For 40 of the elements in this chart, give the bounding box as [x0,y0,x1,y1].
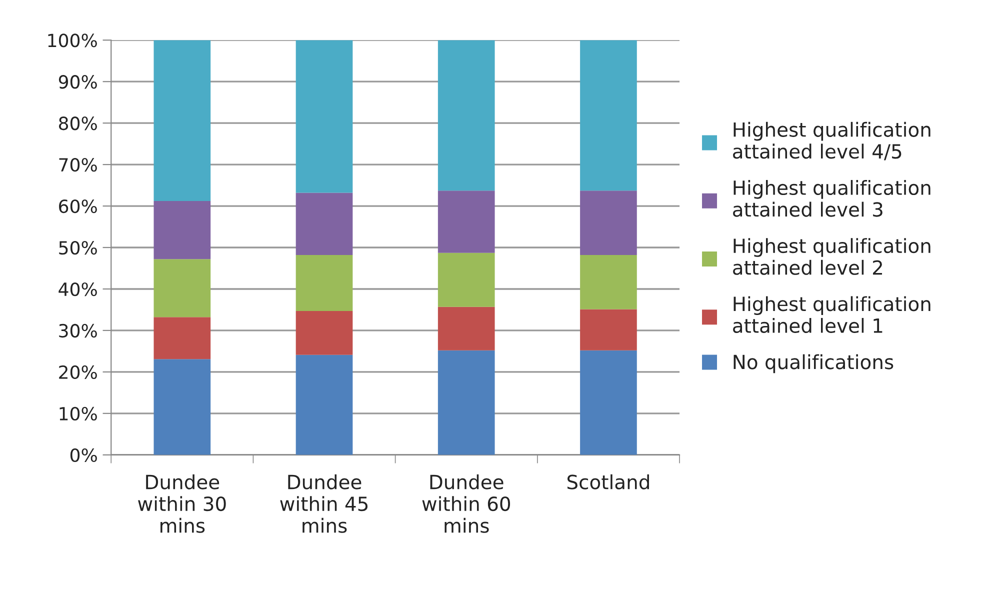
legend-label: Highest qualification attained level 4/5 [733,122,930,160]
bar [154,201,211,260]
y-tick-label: 80% [59,116,97,130]
bar [154,259,211,318]
bar [154,317,211,360]
y-tick-label: 50% [59,240,97,255]
bar [154,359,211,455]
bar [296,40,353,193]
y-tick-label: 20% [59,365,97,380]
legend-label: Highest qualification attained level 3 [733,180,930,217]
legend-label: No qualifications [734,354,894,374]
y-tick-label: 100% [48,34,97,48]
y-tick-label: 30% [59,324,97,338]
y-tick-label: 70% [59,158,97,172]
bar [296,310,353,355]
bar [296,192,353,255]
bar [296,354,353,455]
x-tick-label: Scotland [567,474,649,490]
bar [580,350,637,455]
y-tick-label: 60% [59,199,97,214]
bar [154,40,211,202]
y-tick-label: 90% [58,75,97,89]
bar [438,252,495,307]
bar [438,350,495,455]
bar [580,309,637,350]
bar [438,190,495,253]
x-tick-label: Dundee within 30 mins [138,474,226,533]
y-tick-label: 40% [58,282,97,296]
x-tick-label: Dundee within 60 mins [422,474,510,533]
legend-label: Highest qualification attained level 1 [733,296,930,334]
bar [580,254,637,310]
bar [296,254,353,311]
x-tick-label: Dundee within 45 mins [280,474,368,533]
y-tick-label: 0% [70,448,97,462]
legend-label: Highest qualification attained level 2 [733,238,930,275]
bar [580,40,637,191]
bar [438,306,495,350]
y-tick-label: 10% [60,406,97,421]
bar [438,40,495,191]
bar [580,190,637,255]
